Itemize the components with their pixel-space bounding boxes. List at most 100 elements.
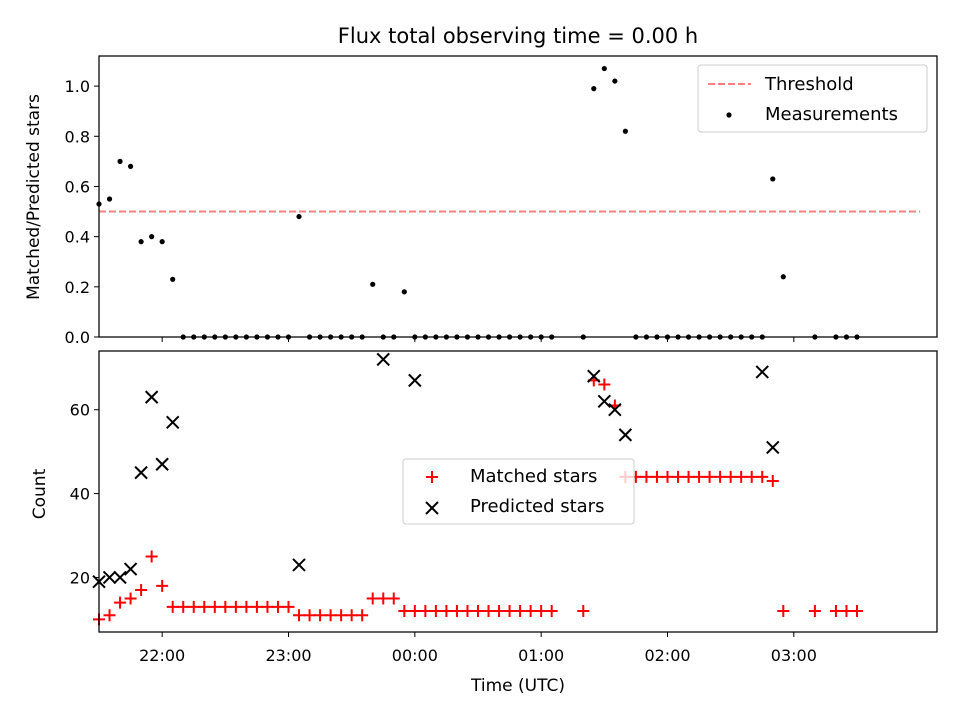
matched-star-point <box>829 605 842 618</box>
chart-title: Flux total observing time = 0.00 h <box>338 24 698 48</box>
threshold-legend-label: Threshold <box>764 74 854 95</box>
matched-star-point <box>177 600 190 613</box>
measurement-point <box>138 239 144 245</box>
matched-star-point <box>398 605 411 618</box>
matched-star-point <box>450 605 463 618</box>
matched-star-point <box>766 475 779 488</box>
ratio-plot-frame <box>98 55 938 338</box>
matched-star-point <box>693 470 706 483</box>
matched-star-point <box>461 605 474 618</box>
measurement-point <box>117 158 123 164</box>
predicted-star-point <box>123 562 138 576</box>
predicted-star-point <box>292 558 306 572</box>
matched-star-point <box>703 470 716 483</box>
matched-star-point <box>650 470 663 483</box>
predicted-star-point <box>376 352 390 367</box>
matched-star-point <box>724 470 737 483</box>
matched-star-point <box>524 605 537 618</box>
count-legend-box <box>402 458 635 525</box>
matched-star-point <box>745 470 758 483</box>
predicted-legend-swatch <box>425 501 439 515</box>
ratio-panel: Flux total observing time = 0.00 h Match… <box>24 24 938 347</box>
predicted-star-point <box>608 403 622 417</box>
x-axis-label: Time (UTC) <box>470 676 565 696</box>
ratio-ytick-label: 0.8 <box>65 127 90 146</box>
predicted-star-point <box>766 440 780 455</box>
predicted-star-point <box>144 390 159 404</box>
predicted-star-point <box>408 373 422 388</box>
matched-star-point <box>471 605 484 618</box>
matched-star-point <box>777 605 790 618</box>
ratio-axis-ticks: 0.0 0.2 0.4 0.6 0.8 1.0 <box>65 77 795 347</box>
predicted-star-point <box>113 570 127 585</box>
matched-star-point <box>714 470 727 483</box>
predicted-star-point <box>155 457 169 471</box>
ratio-legend-box <box>697 64 928 133</box>
matched-star-point <box>366 592 379 605</box>
matched-star-point <box>103 609 116 622</box>
measurement-point <box>127 163 134 169</box>
matched-star-point <box>250 600 263 613</box>
matched-star-point <box>124 592 137 605</box>
matched-star-point <box>282 600 295 613</box>
predicted-star-point <box>102 570 117 585</box>
measurement-point <box>159 239 165 245</box>
matched-legend-swatch <box>426 471 438 483</box>
count-ytick-label: 40 <box>70 485 90 504</box>
measurements-legend-swatch <box>726 112 732 118</box>
matched-star-point <box>850 605 863 618</box>
matched-star-point <box>261 600 274 613</box>
matched-star-point <box>271 600 284 613</box>
measurement-point <box>149 234 155 240</box>
count-plot-marks <box>92 352 863 626</box>
matched-star-point <box>219 600 232 613</box>
measurement-point <box>770 176 776 182</box>
count-legend: Matched stars Predicted stars <box>402 458 635 525</box>
matched-star-point <box>598 378 611 391</box>
matched-legend-label: Matched stars <box>470 466 597 487</box>
count-xtick-label: 03:00 <box>771 646 817 665</box>
matched-star-point <box>429 605 442 618</box>
matched-star-point <box>135 584 148 597</box>
predicted-star-point <box>755 365 769 379</box>
count-xtick-label: 00:00 <box>392 646 438 665</box>
matched-star-point <box>377 592 390 605</box>
matched-star-point <box>198 600 211 613</box>
matched-star-point <box>545 605 558 618</box>
count-ytick-label: 20 <box>70 568 90 587</box>
matched-star-point <box>661 470 674 483</box>
ratio-ytick-label: 1.0 <box>65 77 90 96</box>
matched-star-point <box>387 592 400 605</box>
measurement-point <box>170 276 176 282</box>
matched-star-point <box>408 605 421 618</box>
ratio-legend: Threshold Measurements <box>697 64 928 133</box>
matched-star-point <box>145 550 158 563</box>
matched-star-point <box>324 609 337 622</box>
ratio-y-axis-label: Matched/Predicted stars <box>24 94 44 300</box>
matched-star-point <box>503 605 516 618</box>
count-y-axis-label: Count <box>30 468 50 519</box>
measurement-point <box>622 128 628 134</box>
measurement-point <box>296 213 302 220</box>
measurement-point <box>780 274 786 280</box>
ratio-ytick-label: 0.4 <box>65 228 90 247</box>
matched-star-point <box>229 600 242 613</box>
matched-star-point <box>808 605 821 618</box>
matched-star-point <box>640 470 653 483</box>
predicted-star-point <box>165 415 180 430</box>
matched-star-point <box>187 600 200 613</box>
matched-star-point <box>166 600 179 613</box>
matched-star-point <box>577 605 590 618</box>
predicted-star-point <box>134 465 148 480</box>
ratio-ytick-label: 0.6 <box>65 177 90 196</box>
measurements-legend-label: Measurements <box>765 104 898 125</box>
measurement-point <box>106 196 113 202</box>
count-xtick-label: 22:00 <box>139 646 185 665</box>
matched-star-point <box>114 596 127 609</box>
count-panel: Count Time (UTC) 20 40 60 22:00 23:00 00:00 01… <box>30 350 938 696</box>
measurement-point <box>401 289 407 295</box>
matched-star-point <box>735 470 748 483</box>
matched-star-point <box>440 605 453 618</box>
matched-star-point <box>840 605 853 618</box>
